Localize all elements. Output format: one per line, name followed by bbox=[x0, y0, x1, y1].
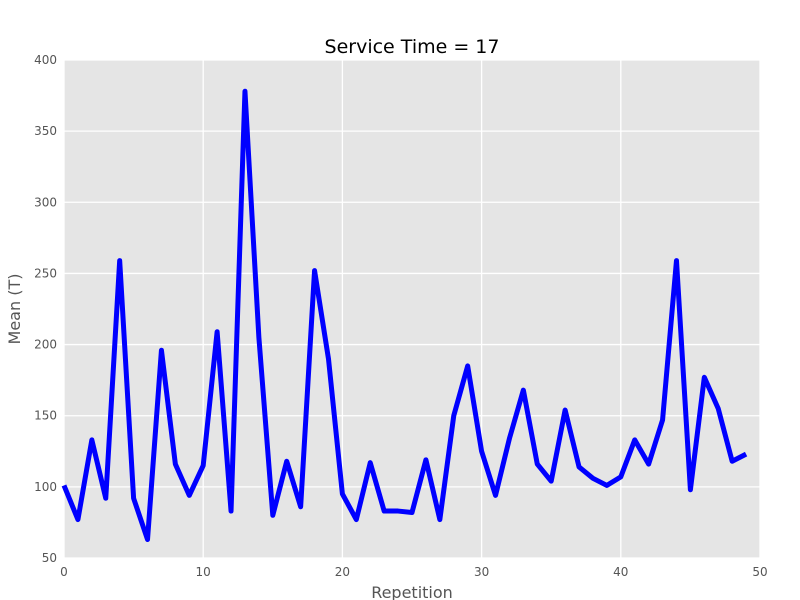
series-line bbox=[61, 88, 748, 542]
y-tick-label: 250 bbox=[34, 266, 57, 280]
x-tick-label: 0 bbox=[60, 565, 68, 579]
y-tick-label: 150 bbox=[34, 409, 57, 423]
y-tick-label: 400 bbox=[34, 53, 57, 67]
y-tick-label: 50 bbox=[42, 551, 57, 565]
x-tick-label: 40 bbox=[613, 565, 628, 579]
y-tick-label: 300 bbox=[34, 195, 57, 209]
y-tick-label: 100 bbox=[34, 480, 57, 494]
y-tick-label: 200 bbox=[34, 338, 57, 352]
plot-area bbox=[64, 60, 760, 558]
x-tick-label: 20 bbox=[335, 565, 350, 579]
series-layer bbox=[61, 88, 748, 542]
x-tick-label: 30 bbox=[474, 565, 489, 579]
y-tick-label: 350 bbox=[34, 124, 57, 138]
y-axis-label: Mean (T) bbox=[5, 274, 24, 345]
x-axis-label: Repetition bbox=[371, 583, 453, 600]
horizontal-gridlines bbox=[64, 59, 760, 559]
x-tick-labels: 0 10 20 30 40 50 bbox=[60, 565, 767, 579]
x-tick-label: 50 bbox=[752, 565, 767, 579]
x-tick-label: 10 bbox=[196, 565, 211, 579]
chart-title: Service Time = 17 bbox=[325, 36, 500, 58]
vertical-gridlines bbox=[63, 60, 761, 558]
y-tick-labels: 50 100 150 200 250 300 350 400 bbox=[34, 53, 57, 565]
